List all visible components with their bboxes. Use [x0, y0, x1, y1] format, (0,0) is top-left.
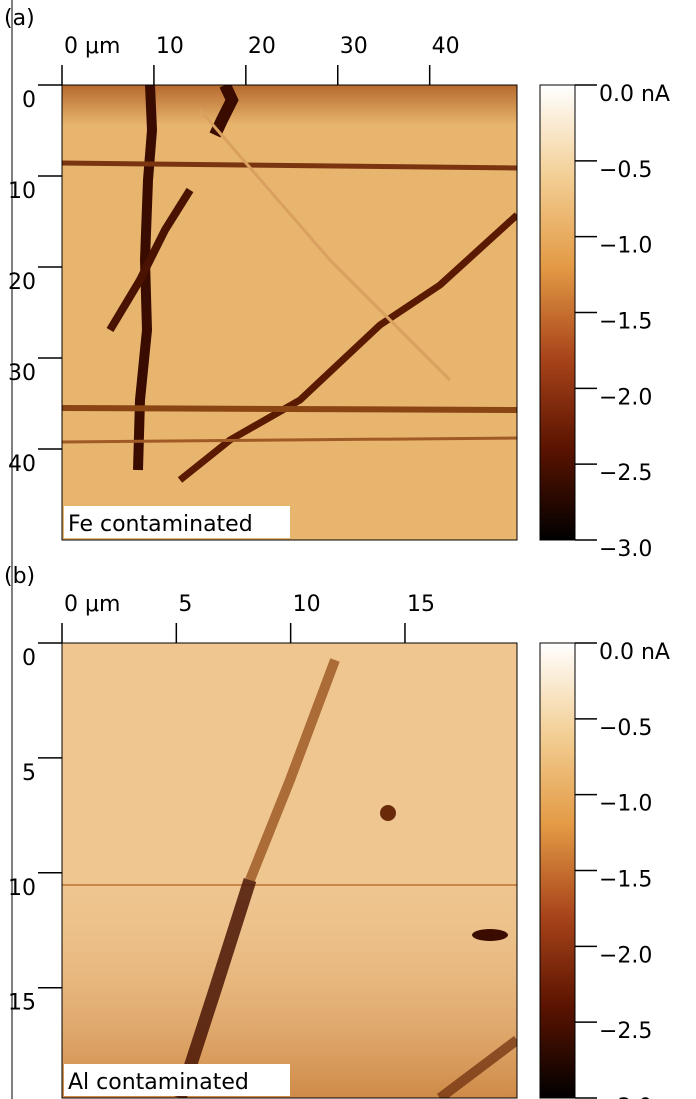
x-tick-label: 30 [340, 34, 368, 59]
x-tick-label: 10 [293, 592, 321, 617]
annotation-box [64, 506, 290, 538]
image-frame [61, 642, 518, 1099]
colorbar-tick-label: −2.0 [599, 385, 652, 410]
current-map-a [62, 85, 517, 540]
y-tick-label: 5 [22, 761, 36, 786]
colorbar-tick-label: −0.5 [599, 716, 652, 741]
annotation: Fe contaminated [68, 512, 253, 537]
y-tick-label: 40 [8, 452, 36, 477]
y-tick-label: 20 [8, 270, 36, 295]
colorbar-tick-label: −2.5 [599, 1019, 652, 1044]
y-tick-label: 0 [22, 646, 36, 671]
current-map-b [62, 643, 517, 1098]
y-tick-label: 15 [8, 991, 36, 1016]
panel-label: (a) [4, 6, 35, 31]
colorbar-tick-label: −2.0 [599, 943, 652, 968]
y-tick-label: 0 [22, 88, 36, 113]
colorbar-tick-label: 0.0 nA [599, 640, 670, 665]
image-frame [61, 84, 518, 541]
colorbar-tick-label: −0.5 [599, 158, 652, 183]
colorbar-tick-label: −1.0 [599, 234, 652, 259]
x-tick-label: 20 [248, 34, 276, 59]
colorbar-tick-label: −1.0 [599, 792, 652, 817]
y-tick-label: 10 [8, 179, 36, 204]
colorbar-tick-label: −3.0 [599, 537, 652, 562]
colorbar-tick-label: 0.0 nA [599, 82, 670, 107]
x-tick-label: 0 μm [64, 34, 120, 59]
x-tick-label: 0 μm [64, 592, 120, 617]
colorbar-tick-label: −2.5 [599, 461, 652, 486]
y-tick-label: 10 [8, 876, 36, 901]
x-tick-label: 10 [156, 34, 184, 59]
colorbar-tick-label: −1.5 [599, 868, 652, 893]
y-tick-label: 30 [8, 361, 36, 386]
annotation: Al contaminated [68, 1070, 249, 1095]
panel-label: (b) [4, 564, 35, 589]
x-tick-label: 40 [432, 34, 460, 59]
x-tick-label: 5 [178, 592, 192, 617]
colorbar [539, 642, 576, 1099]
colorbar-tick-label: −3.0 [599, 1095, 652, 1099]
colorbar [539, 84, 576, 541]
x-tick-label: 15 [407, 592, 435, 617]
annotation-box [64, 1064, 290, 1096]
colorbar-tick-label: −1.5 [599, 310, 652, 335]
